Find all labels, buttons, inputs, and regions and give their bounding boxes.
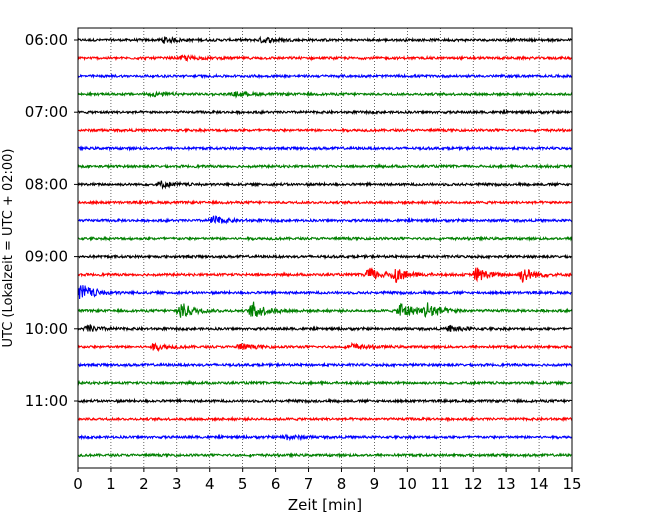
grid-lines — [110, 28, 540, 468]
x-axis: 0 1 2 3 4 5 6 7 8 9 10 11 12 13 14 15 — [73, 468, 582, 493]
trace-0715 — [77, 127, 572, 134]
x-tick-label: 7 — [304, 475, 314, 493]
trace-0730 — [77, 145, 573, 152]
y-axis-label: UTC (Lokalzeit = UTC + 02:00) — [1, 149, 16, 348]
x-tick-label: 1 — [106, 475, 116, 493]
x-tick-label: 0 — [73, 475, 83, 493]
trace-0900 — [77, 253, 573, 260]
trace-1115 — [77, 415, 573, 423]
y-tick-label: 10:00 — [25, 320, 68, 338]
trace-0815 — [77, 199, 573, 206]
trace-1045 — [77, 379, 573, 387]
trace-1015 — [77, 341, 573, 353]
trace-0800 — [77, 180, 573, 190]
trace-0945 — [77, 301, 573, 319]
y-tick-label: 07:00 — [25, 103, 68, 121]
x-tick-label: 3 — [172, 475, 182, 493]
x-tick-label: 10 — [398, 475, 417, 493]
trace-0615 — [77, 53, 573, 63]
x-axis-label: Zeit [min] — [288, 496, 362, 514]
x-tick-label: 4 — [205, 475, 215, 493]
x-tick-label: 11 — [431, 475, 450, 493]
y-axis: 06:00 07:00 08:00 09:00 10:00 11:00 — [25, 31, 78, 410]
x-tick-label: 6 — [271, 475, 281, 493]
x-tick-label: 9 — [370, 475, 380, 493]
trace-1100 — [77, 397, 573, 405]
trace-1130 — [77, 433, 573, 442]
x-tick-label: 12 — [464, 475, 483, 493]
trace-group — [77, 35, 573, 459]
x-tick-label: 14 — [530, 475, 549, 493]
trace-0630 — [77, 72, 573, 80]
trace-0830 — [77, 215, 573, 225]
trace-0915 — [77, 266, 572, 284]
trace-0930 — [77, 285, 573, 300]
x-tick-label: 8 — [337, 475, 347, 493]
trace-0745 — [77, 163, 573, 170]
trace-0645 — [77, 90, 573, 99]
x-tick-label: 15 — [562, 475, 581, 493]
y-tick-label: 11:00 — [25, 392, 68, 410]
plot-frame — [77, 27, 573, 469]
trace-1030 — [78, 361, 573, 369]
trace-0845 — [77, 235, 573, 242]
trace-1145 — [77, 452, 573, 459]
x-tick-label: 2 — [139, 475, 149, 493]
y-tick-label: 09:00 — [25, 248, 68, 266]
y-tick-label: 06:00 — [25, 31, 68, 49]
trace-0700 — [77, 108, 573, 116]
trace-1000 — [77, 323, 573, 333]
y-tick-label: 08:00 — [25, 175, 68, 193]
x-tick-label: 5 — [238, 475, 248, 493]
x-tick-label: 13 — [497, 475, 516, 493]
trace-0600 — [77, 35, 573, 45]
